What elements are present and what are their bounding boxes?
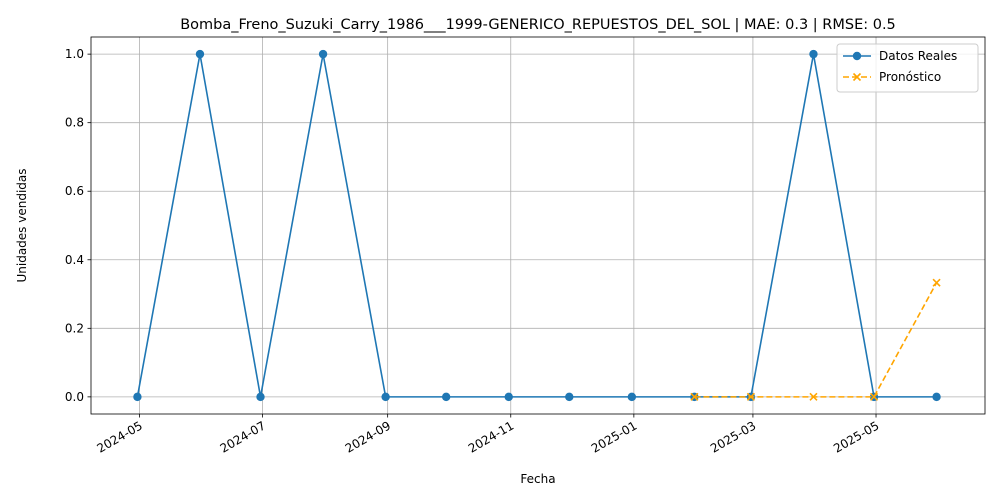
y-tick-label: 0.0 <box>65 390 84 404</box>
data-point-datos-reales <box>381 392 390 402</box>
x-axis-label: Fecha <box>520 472 555 486</box>
y-tick-label: 0.8 <box>65 116 84 130</box>
data-point-pronostico <box>869 392 879 401</box>
x-tick-label: 2024-05 <box>95 418 145 455</box>
data-point-pronostico <box>809 392 818 401</box>
data-point-datos-reales <box>256 392 265 402</box>
chart-title: Bomba_Freno_Suzuki_Carry_1986___1999-GEN… <box>180 17 896 33</box>
data-point-datos-reales <box>809 49 818 59</box>
data-point-pronostico <box>932 278 941 287</box>
x-tick-label: 2024-11 <box>466 418 516 455</box>
plot-frame <box>90 36 986 415</box>
legend-marker <box>852 51 862 61</box>
x-tick-label: 2025-01 <box>589 418 639 455</box>
legend: Datos Reales Pronóstico <box>836 43 979 93</box>
ticks: 0.0 0.2 0.4 0.6 0.8 1.0 2024-05 2024-07 2024-09 2… <box>65 47 882 456</box>
data-point-datos-reales <box>932 392 941 402</box>
y-tick-label: 0.4 <box>65 253 84 267</box>
x-tick-label: 2025-05 <box>831 418 881 455</box>
legend-label-pronostico: Pronóstico <box>879 70 941 84</box>
legend-entry-pronostico: Pronóstico <box>843 70 941 84</box>
series-layer <box>133 49 941 402</box>
y-tick-label: 1.0 <box>65 47 84 61</box>
x-tick-label: 2025-03 <box>708 418 758 455</box>
x-tick-label: 2024-09 <box>343 418 393 455</box>
y-tick-label: 0.6 <box>65 184 84 198</box>
legend-label-datos-reales: Datos Reales <box>879 49 957 63</box>
data-point-datos-reales <box>627 392 637 402</box>
data-point-datos-reales <box>504 392 513 402</box>
data-point-datos-reales <box>195 49 205 59</box>
series-line-datos-reales <box>136 53 937 398</box>
legend-marker <box>852 72 862 82</box>
x-tick-label: 2024-07 <box>218 418 268 455</box>
data-point-datos-reales <box>133 392 142 402</box>
legend-box <box>836 43 979 93</box>
data-point-datos-reales <box>318 49 328 59</box>
grid <box>91 37 985 414</box>
data-point-pronostico <box>690 392 699 401</box>
series-line-pronostico <box>694 282 938 398</box>
legend-entry-datos-reales: Datos Reales <box>843 49 957 63</box>
data-point-datos-reales <box>441 392 451 402</box>
data-point-pronostico <box>746 392 755 401</box>
y-axis-label: Unidades vendidas <box>15 168 29 282</box>
y-tick-label: 0.2 <box>65 321 84 335</box>
data-point-datos-reales <box>565 392 574 402</box>
